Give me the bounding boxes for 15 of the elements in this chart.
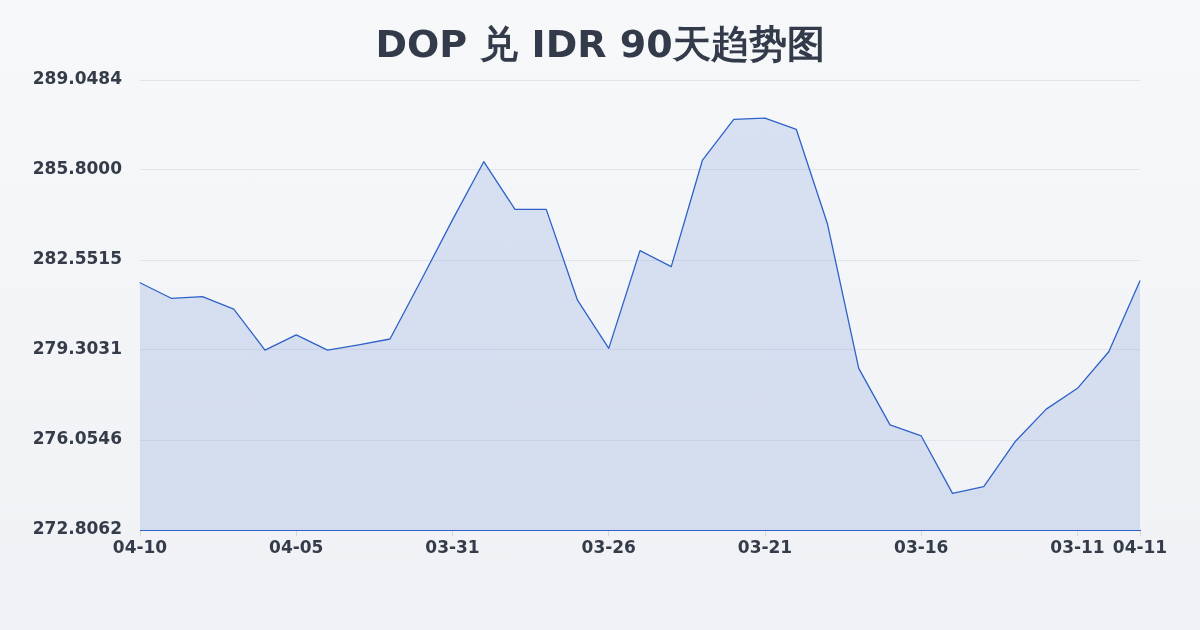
x-tick-label: 04-10 <box>112 536 168 557</box>
y-tick-label: 279.3031 <box>32 338 122 359</box>
y-tick-label: 285.8000 <box>32 158 123 179</box>
x-tick-label: 03-21 <box>737 536 793 557</box>
y-tick-label: 272.8062 <box>32 518 122 539</box>
x-tick-label: 03-11 <box>1050 536 1105 557</box>
chart-title: DOP 兑 IDR 90天趋势图 <box>374 21 826 68</box>
y-tick-label: 282.5515 <box>32 248 122 269</box>
x-tick-label: 03-31 <box>425 536 480 557</box>
x-tick-label: 04-11 <box>1112 536 1168 557</box>
x-tick-label: 04-05 <box>269 536 324 557</box>
y-tick-label: 289.0484 <box>32 68 123 89</box>
x-tick-label: 03-26 <box>581 536 636 557</box>
y-tick-label: 276.0546 <box>32 428 122 449</box>
x-tick-label: 03-16 <box>894 536 949 557</box>
